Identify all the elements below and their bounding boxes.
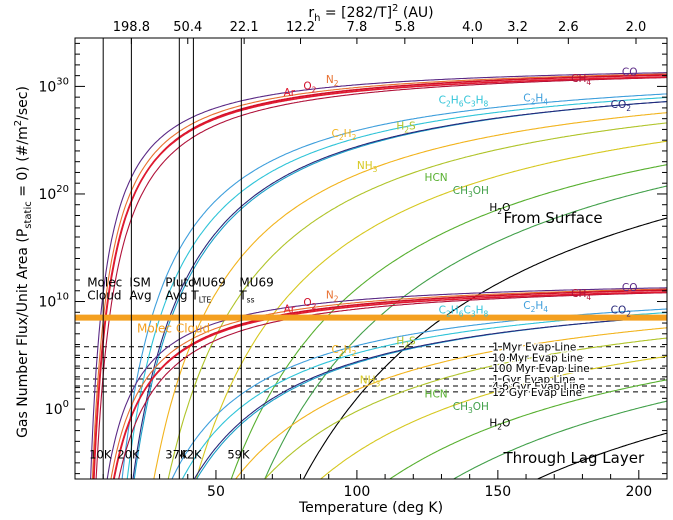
evap-label: 1 Gyr Evap Line xyxy=(492,374,575,386)
series-label: C2H4 xyxy=(523,92,548,106)
marker-temp-label: 37K xyxy=(165,448,188,462)
marker-label: Pluto xyxy=(165,275,195,289)
top-tick-label: 2.0 xyxy=(626,20,647,35)
series-label: Ar xyxy=(284,303,296,315)
series-label: H2O xyxy=(489,202,510,216)
curve-lag-C2H6 xyxy=(181,312,667,479)
evap-label: 10 Myr Evap Line xyxy=(492,352,583,364)
series-label: C2H4 xyxy=(523,300,548,314)
series-label: H2S xyxy=(396,120,416,134)
y-axis-label: Gas Number Flux/Unit Area (Pstatic = 0) … xyxy=(13,86,34,438)
curve-lag-C2H2 xyxy=(235,327,667,479)
series-label: CH4 xyxy=(571,288,591,302)
top-tick-label: 2.6 xyxy=(558,20,579,35)
series-label: Ar xyxy=(284,87,296,99)
panel-label: From Surface xyxy=(503,209,602,227)
curve-surface-H2O xyxy=(302,217,667,479)
evap-label: 1 Myr Evap Line xyxy=(492,342,576,354)
series-label: C2H6C3H8 xyxy=(439,95,489,109)
y-tick-label: 1030 xyxy=(38,76,69,95)
marker-temp-label: 10K xyxy=(89,448,112,462)
curve-lag-CH3OH xyxy=(452,400,667,479)
series-label: O2 xyxy=(303,81,316,95)
curve-surface-NH3 xyxy=(195,140,667,479)
top-tick-label: 198.8 xyxy=(113,20,150,35)
series-label: CH3OH xyxy=(453,401,489,415)
evap-label: 100 Myr Evap Line xyxy=(492,363,589,375)
series-label: O2 xyxy=(303,297,316,311)
curve-surface-HCN xyxy=(230,164,667,479)
top-tick-label: 3.2 xyxy=(507,20,528,35)
evap-label: 12 Gyr Evap Line xyxy=(492,387,582,399)
marker-label: MU69 xyxy=(239,275,273,289)
series-label: CH3OH xyxy=(453,185,489,199)
curve-surface-CH3OH xyxy=(264,185,667,479)
series-label: C2H6C3H8 xyxy=(439,304,489,318)
curve-lag-C2H4 xyxy=(171,308,667,479)
top-tick-label: 50.4 xyxy=(173,20,202,35)
series-label: HCN xyxy=(425,172,448,184)
x-tick-label: 100 xyxy=(344,484,371,500)
orange-band-label: Molec Cloud xyxy=(137,322,210,336)
y-tick-label: 1010 xyxy=(38,292,69,311)
top-tick-label: 12.2 xyxy=(286,20,315,35)
marker-label: TLTE xyxy=(190,288,211,304)
marker-label: Molec xyxy=(87,275,122,289)
marker-label: Cloud xyxy=(87,288,121,302)
series-label: N2 xyxy=(326,289,339,303)
x-tick-label: 200 xyxy=(625,484,652,500)
series-label: CO xyxy=(622,67,638,79)
series-label: N2 xyxy=(326,74,339,88)
series-label: CH4 xyxy=(571,73,591,87)
y-tick-label: 1020 xyxy=(38,184,69,203)
evap-label: 4.6 Gyr Evap Line xyxy=(492,381,585,393)
axes: 50 100 150 200 198.8 50.4 22.1 12.2 7.8 5.8 4.0 3.2… xyxy=(38,20,667,500)
x-axis-label: Temperature (deg K) xyxy=(298,500,443,516)
series-label: CO2 xyxy=(611,99,632,113)
curve-lag-H2S xyxy=(264,337,667,479)
series-label: H2S xyxy=(396,336,416,350)
series-label: C2H2 xyxy=(332,128,357,142)
series-label: H2O xyxy=(489,417,510,431)
top-tick-label: 22.1 xyxy=(230,20,259,35)
marker-label: Avg xyxy=(165,288,187,302)
top-tick-label: 4.0 xyxy=(462,20,483,35)
x-tick-label: 50 xyxy=(207,484,225,500)
top-tick-label: 5.8 xyxy=(394,20,415,35)
x-tick-label: 150 xyxy=(484,484,511,500)
curve-lag-H2O xyxy=(536,432,667,479)
y-tick-label: 100 xyxy=(45,399,69,418)
marker-label: ISM xyxy=(129,275,151,289)
series-label: NH3 xyxy=(357,160,378,174)
curve-lag-CO2 xyxy=(193,316,667,479)
panel-label: Through Lag Layer xyxy=(502,449,644,467)
marker-temp-label: 20K xyxy=(117,448,140,462)
curve-lag-NH3 xyxy=(319,355,667,479)
series-label: CO xyxy=(622,282,638,294)
marker-label: MU69 xyxy=(191,275,225,289)
series-label: HCN xyxy=(425,388,448,400)
curve-lag-HCN xyxy=(388,379,667,479)
marker-label: Tss xyxy=(238,288,254,304)
marker-temp-label: 42K xyxy=(179,448,202,462)
series-label: NH3 xyxy=(360,374,381,388)
top-axis-label: rh = [282/T]2 (AU) xyxy=(308,3,433,24)
series-label: CO2 xyxy=(611,304,632,318)
marker-temp-label: 59K xyxy=(227,448,250,462)
series-label: C2H2 xyxy=(332,344,357,358)
marker-label: Avg xyxy=(129,288,151,302)
top-tick-label: 7.8 xyxy=(347,20,368,35)
vertical-markers xyxy=(102,38,242,479)
